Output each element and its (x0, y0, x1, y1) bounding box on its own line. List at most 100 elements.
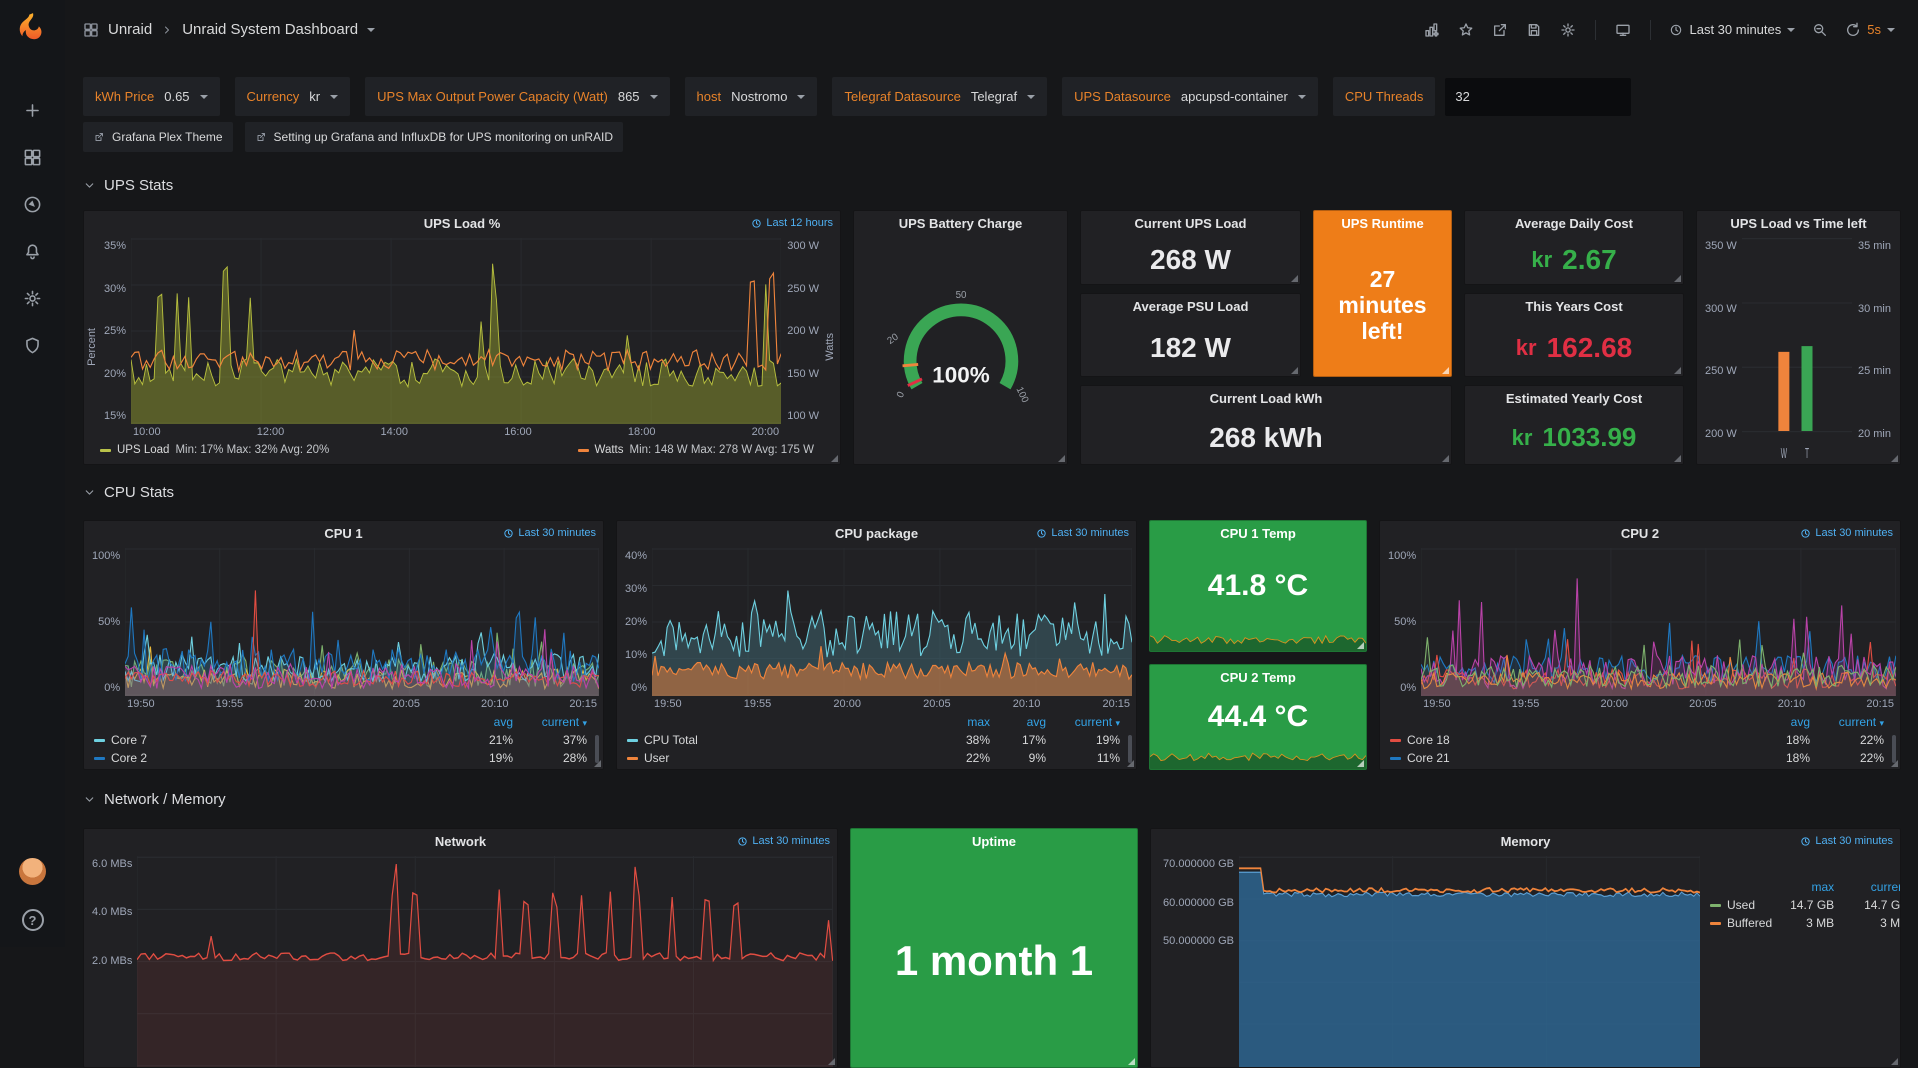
legend-item[interactable]: Buffered (1710, 916, 1772, 930)
timeseries-chart[interactable] (1239, 856, 1700, 1067)
panel-title[interactable]: Memory (1501, 834, 1551, 849)
legend-header[interactable]: max (1772, 880, 1834, 894)
panel-resize-handle[interactable] (1674, 367, 1681, 374)
panel-title[interactable]: Estimated Yearly Cost (1506, 391, 1642, 406)
panel-resize-handle[interactable] (1891, 1058, 1898, 1065)
refresh-picker[interactable]: 5s (1839, 15, 1901, 45)
section-ups-stats[interactable]: UPS Stats (83, 170, 1901, 200)
panel-title[interactable]: Average Daily Cost (1515, 216, 1633, 231)
dashboard-title[interactable]: Unraid System Dashboard (182, 21, 358, 38)
timeseries-chart[interactable] (137, 856, 833, 1067)
breadcrumb-app[interactable]: Unraid (108, 21, 152, 38)
legend-item[interactable]: Core 18 (1390, 733, 1748, 747)
panel-title[interactable]: UPS Battery Charge (899, 216, 1023, 231)
legend-item[interactable]: UPS Load Min: 17% Max: 32% Avg: 20% (100, 444, 329, 456)
legend-item[interactable]: Core 7 (94, 733, 451, 747)
panel-resize-handle[interactable] (1442, 455, 1449, 462)
panel-resize-handle[interactable] (1357, 760, 1364, 767)
panel-resize-handle[interactable] (1058, 455, 1065, 462)
sidebar-create-button[interactable] (23, 101, 42, 120)
panel-resize-handle[interactable] (1357, 642, 1364, 649)
timeseries-chart[interactable] (1421, 548, 1896, 696)
panel-resize-handle[interactable] (828, 1058, 835, 1065)
cycle-view-mode-button[interactable] (1608, 15, 1638, 45)
dashboard-settings-button[interactable] (1553, 15, 1583, 45)
legend-item[interactable]: Used (1710, 898, 1772, 912)
legend-header-sort[interactable]: current ▾ (1046, 715, 1120, 729)
legend-header[interactable]: avg (451, 715, 513, 729)
panel-resize-handle[interactable] (1442, 367, 1449, 374)
legend-header[interactable]: avg (1748, 715, 1810, 729)
panel-title[interactable]: UPS Load vs Time left (1730, 216, 1866, 231)
section-network-memory[interactable]: Network / Memory (83, 784, 1901, 814)
panel-title[interactable]: CPU package (835, 526, 918, 541)
legend-header-sort[interactable]: current ▾ (513, 715, 587, 729)
legend-header-sort[interactable]: current ▾ (1810, 715, 1884, 729)
panel-resize-handle[interactable] (1127, 760, 1134, 767)
panel-resize-handle[interactable] (1674, 275, 1681, 282)
cpu-threads-input[interactable] (1445, 78, 1631, 116)
help-button[interactable]: ? (22, 909, 44, 931)
legend-scrollbar[interactable] (1892, 735, 1896, 763)
legend-item[interactable]: Watts Min: 148 W Max: 278 W Avg: 175 W (578, 444, 814, 456)
legend-item[interactable]: Core 21 (1390, 751, 1748, 765)
panel-title[interactable]: Average PSU Load (1133, 299, 1249, 314)
timeseries-chart[interactable] (125, 548, 599, 696)
legend-item[interactable]: Core 2 (94, 751, 451, 765)
panel-title[interactable]: Current Load kWh (1210, 391, 1323, 406)
panel-resize-handle[interactable] (1891, 455, 1898, 462)
panel-title[interactable]: UPS Runtime (1341, 216, 1423, 231)
caret-down-icon[interactable] (367, 28, 375, 36)
panel-title[interactable]: Current UPS Load (1135, 216, 1247, 231)
panel-title[interactable]: Network (435, 834, 486, 849)
user-avatar[interactable] (19, 858, 46, 885)
bar-chart[interactable]: WT (1742, 238, 1852, 464)
panel-resize-handle[interactable] (1128, 1058, 1135, 1065)
plus-icon (23, 101, 42, 120)
add-panel-button[interactable] (1417, 15, 1447, 45)
timeseries-chart[interactable] (652, 548, 1132, 696)
legend-header[interactable]: current (1834, 880, 1901, 894)
panel-title[interactable]: CPU 2 (1621, 526, 1659, 541)
variable-ups-datasource[interactable]: UPS Datasource apcupsd-container (1062, 77, 1318, 116)
link-ups-monitoring-guide[interactable]: Setting up Grafana and InfluxDB for UPS … (245, 122, 624, 152)
panel-title[interactable]: CPU 2 Temp (1220, 670, 1296, 685)
variable-kwh-price[interactable]: kWh Price 0.65 (83, 77, 220, 116)
grafana-logo[interactable] (16, 11, 50, 45)
legend-item[interactable]: CPU Total (627, 733, 934, 747)
sidebar-configuration-button[interactable] (23, 289, 42, 308)
panel-resize-handle[interactable] (1291, 275, 1298, 282)
legend-header[interactable]: avg (990, 715, 1046, 729)
share-button[interactable] (1485, 15, 1515, 45)
timeseries-chart[interactable] (131, 238, 781, 424)
sidebar-admin-button[interactable] (23, 336, 42, 355)
variable-currency[interactable]: Currency kr (235, 77, 351, 116)
panel-title[interactable]: CPU 1 (324, 526, 362, 541)
save-button[interactable] (1519, 15, 1549, 45)
panel-title[interactable]: Uptime (972, 834, 1016, 849)
panel-resize-handle[interactable] (831, 455, 838, 462)
section-cpu-stats[interactable]: CPU Stats (83, 477, 1901, 507)
variable-ups-max-output[interactable]: UPS Max Output Power Capacity (Watt) 865 (365, 77, 669, 116)
sidebar-explore-button[interactable] (23, 195, 42, 214)
panel-resize-handle[interactable] (594, 760, 601, 767)
panel-current-load-kwh: Current Load kWh 268 kWh (1080, 385, 1452, 465)
panel-title[interactable]: CPU 1 Temp (1220, 526, 1296, 541)
legend-scrollbar[interactable] (1128, 735, 1132, 763)
sidebar-alerting-button[interactable] (23, 242, 42, 261)
panel-resize-handle[interactable] (1891, 760, 1898, 767)
variable-host[interactable]: host Nostromo (685, 77, 818, 116)
legend-header[interactable]: max (934, 715, 990, 729)
variable-telegraf-datasource[interactable]: Telegraf Datasource Telegraf (832, 77, 1047, 116)
panel-resize-handle[interactable] (1674, 455, 1681, 462)
star-button[interactable] (1451, 15, 1481, 45)
sidebar-dashboards-button[interactable] (23, 148, 42, 167)
panel-resize-handle[interactable] (1291, 367, 1298, 374)
zoom-out-button[interactable] (1805, 15, 1835, 45)
panel-title[interactable]: UPS Load % (424, 216, 501, 231)
legend-scrollbar[interactable] (595, 735, 599, 763)
legend-item[interactable]: User (627, 751, 934, 765)
link-grafana-plex-theme[interactable]: Grafana Plex Theme (83, 122, 233, 152)
time-range-picker[interactable]: Last 30 minutes (1663, 15, 1801, 45)
panel-title[interactable]: This Years Cost (1525, 299, 1622, 314)
